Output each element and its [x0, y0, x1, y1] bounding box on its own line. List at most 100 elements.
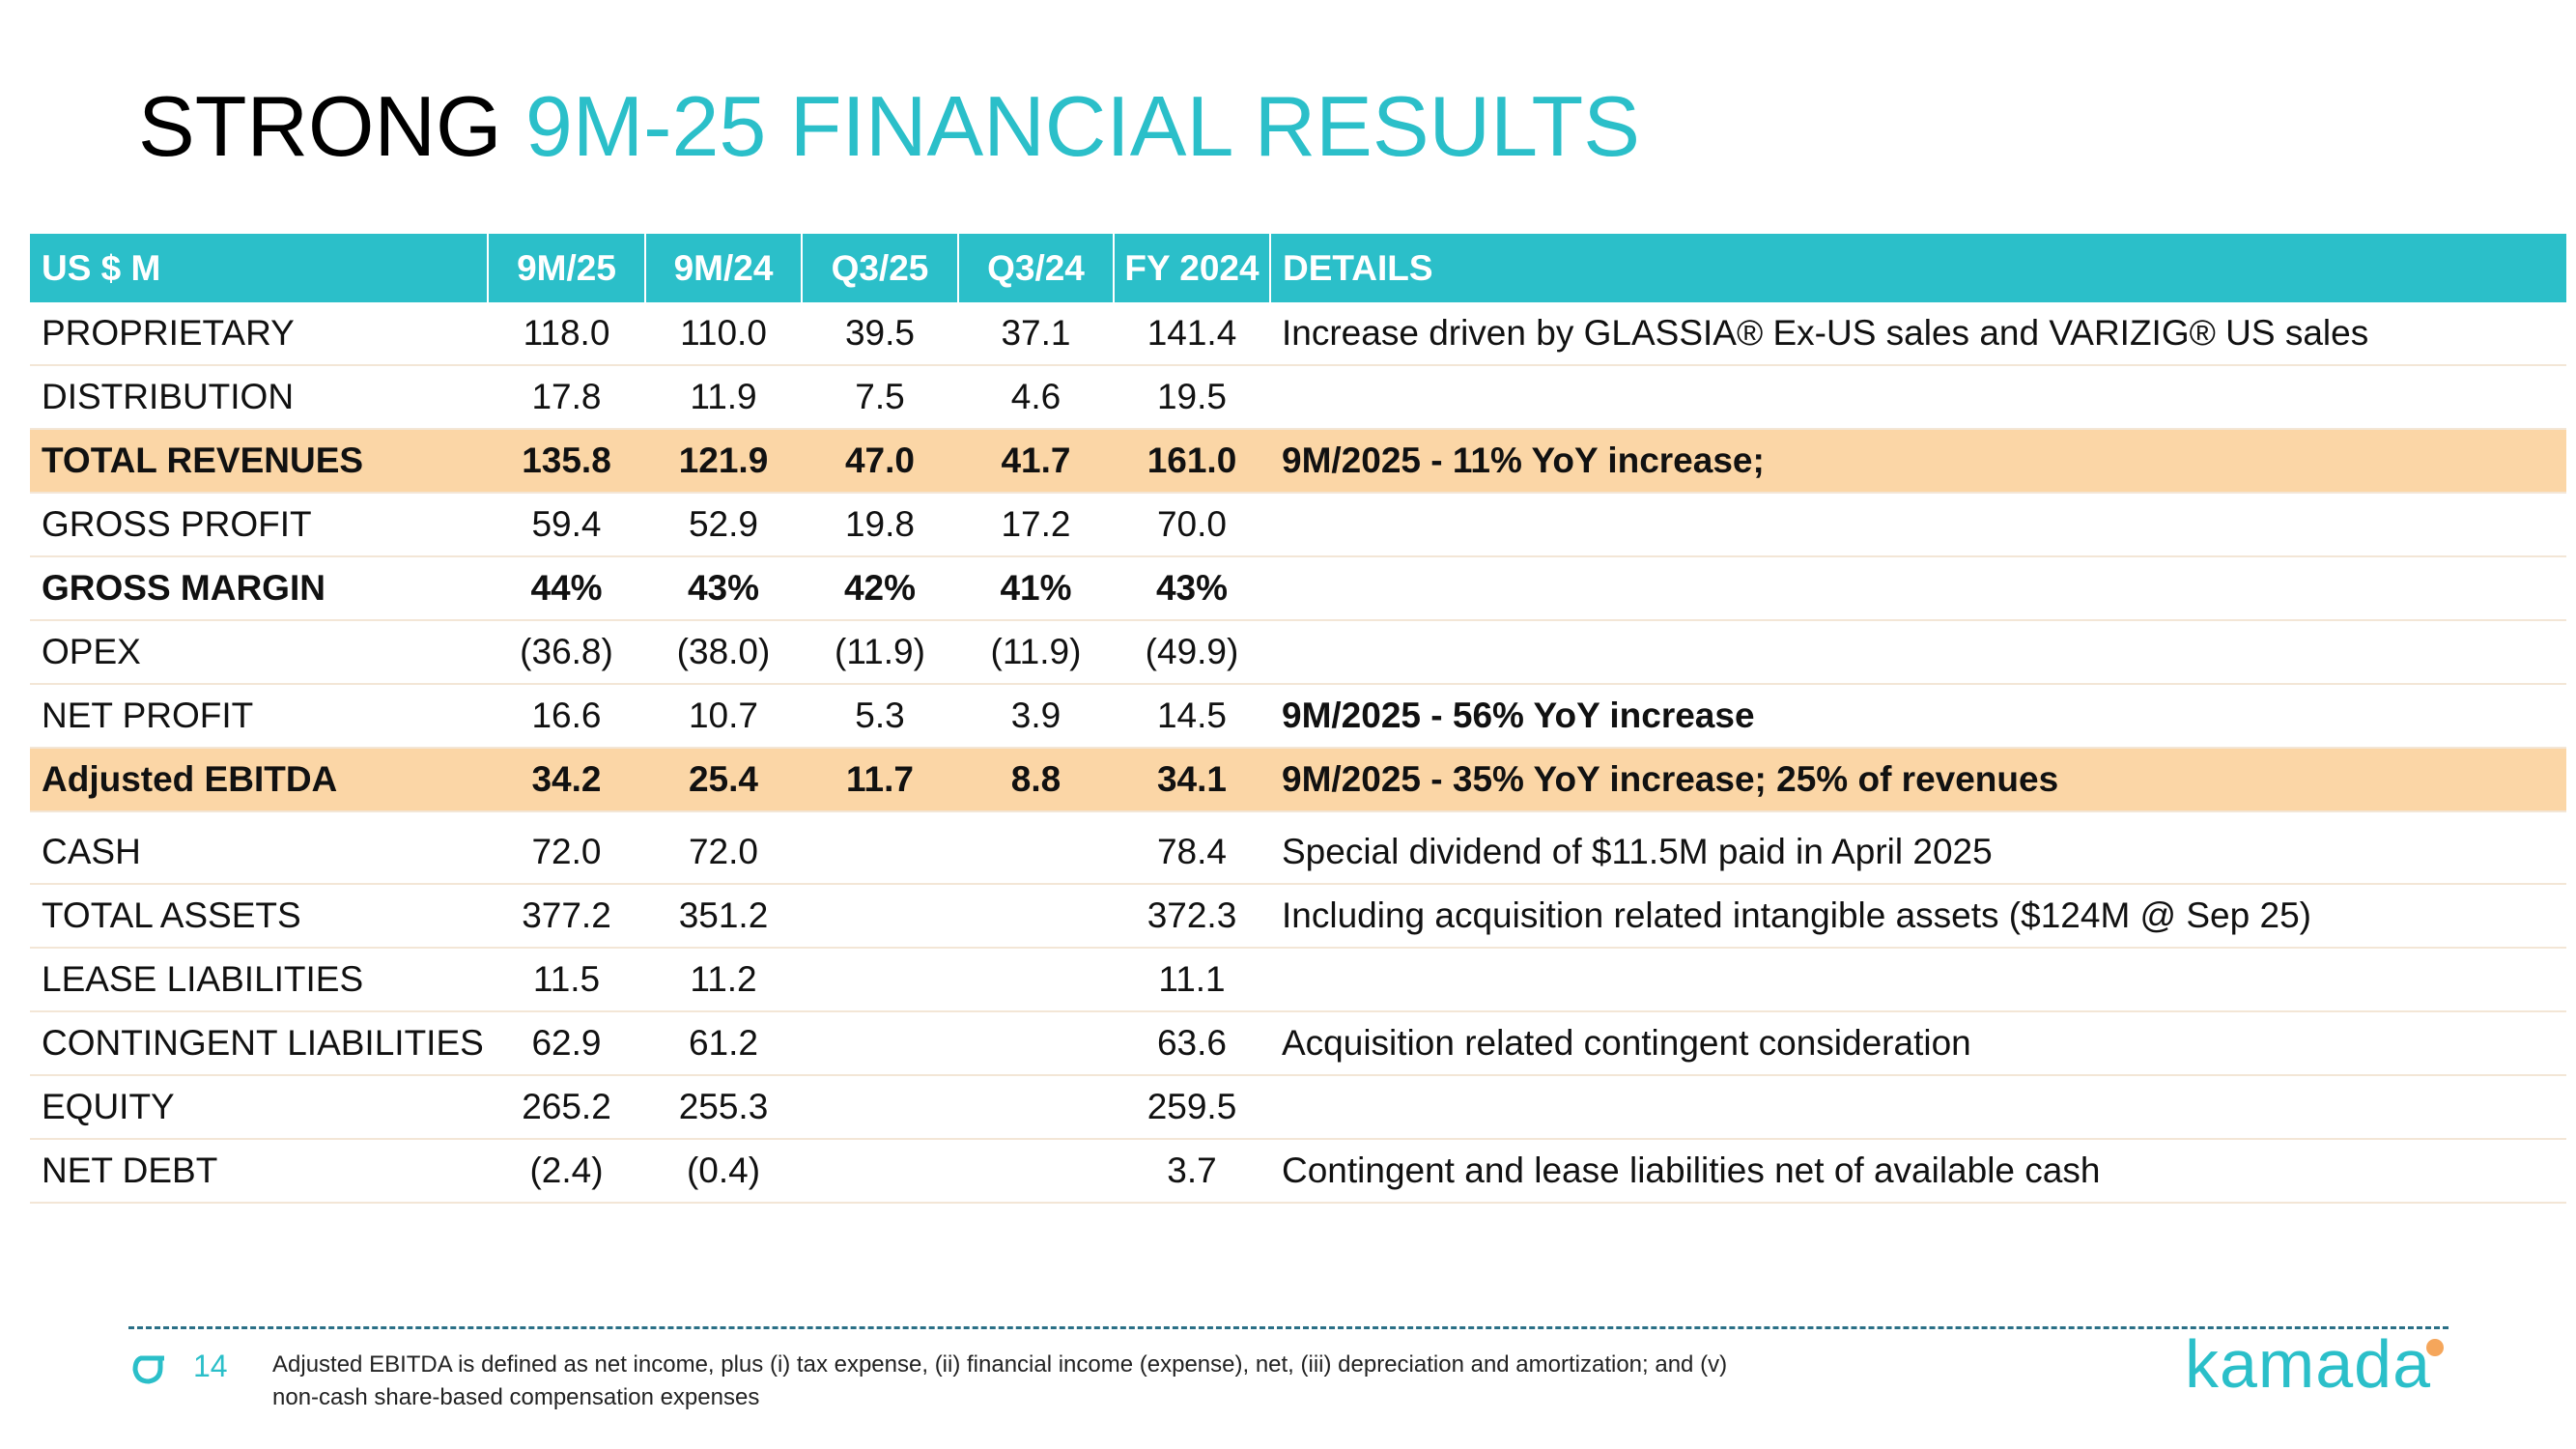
table-cell: PROPRIETARY — [30, 302, 488, 366]
table-cell: 44% — [488, 556, 645, 621]
table-cell — [958, 1011, 1114, 1076]
table-cell — [802, 821, 958, 885]
table-cell: 11.7 — [802, 748, 958, 812]
table-cell — [1270, 620, 2566, 685]
table-cell: LEASE LIABILITIES — [30, 948, 488, 1012]
table-cell: Contingent and lease liabilities net of … — [1270, 1139, 2566, 1204]
table-cell — [1270, 1075, 2566, 1140]
table-cell: 25.4 — [645, 748, 802, 812]
table-cell — [802, 1139, 958, 1204]
table-cell: 52.9 — [645, 493, 802, 557]
table-cell: TOTAL REVENUES — [30, 429, 488, 494]
header-cell: DETAILS — [1269, 234, 2566, 302]
table-cell: EQUITY — [30, 1075, 488, 1140]
table-cell: 19.5 — [1114, 365, 1270, 430]
table-cell — [802, 1011, 958, 1076]
logo: kamada — [2185, 1326, 2432, 1402]
table-row: LEASE LIABILITIES 11.5 11.2 11.1 — [30, 948, 2566, 1012]
table-cell — [958, 884, 1114, 949]
table-cell: 47.0 — [802, 429, 958, 494]
table-cell: (38.0) — [645, 620, 802, 685]
table-row: GROSS PROFIT 59.4 52.9 19.8 17.2 70.0 — [30, 493, 2566, 557]
table-cell: 9M/2025 - 11% YoY increase; — [1270, 429, 2566, 494]
table-row: Adjusted EBITDA 34.2 25.4 11.7 8.8 34.1 9M/202… — [30, 748, 2566, 812]
table-cell: 39.5 — [802, 302, 958, 366]
table-cell: CONTINGENT LIABILITIES — [30, 1011, 488, 1076]
table-row: NET DEBT (2.4) (0.4) 3.7 Contingent and leas… — [30, 1139, 2566, 1204]
title-lead: STRONG — [138, 78, 502, 174]
table-cell: 255.3 — [645, 1075, 802, 1140]
header-cell: 9M/24 — [644, 234, 802, 302]
table-cell: 41.7 — [958, 429, 1114, 494]
table-cell: 110.0 — [645, 302, 802, 366]
table-row: DISTRIBUTION 17.8 11.9 7.5 4.6 19.5 — [30, 365, 2566, 430]
table-cell — [802, 884, 958, 949]
header-cell: Q3/25 — [801, 234, 958, 302]
title-rest: 9M-25 FINANCIAL RESULTS — [524, 78, 1640, 174]
table-cell: 16.6 — [488, 684, 645, 749]
table-row: PROPRIETARY 118.0 110.0 39.5 37.1 141.4 Increa… — [30, 302, 2566, 366]
table-row: TOTAL REVENUES 135.8 121.9 47.0 41.7 161.0 9M/… — [30, 429, 2566, 494]
header-cell: US $ M — [30, 234, 488, 302]
table-cell: GROSS MARGIN — [30, 556, 488, 621]
table-row: NET PROFIT 16.6 10.7 5.3 3.9 14.5 9M/2025 - 56… — [30, 684, 2566, 749]
table-cell: 17.2 — [958, 493, 1114, 557]
table-cell: 135.8 — [488, 429, 645, 494]
table-cell — [1270, 365, 2566, 430]
table-cell: Acquisition related contingent considera… — [1270, 1011, 2566, 1076]
table-cell: 118.0 — [488, 302, 645, 366]
table-row: TOTAL ASSETS 377.2 351.2 372.3 Including acq… — [30, 884, 2566, 949]
page-number: 14 — [193, 1349, 228, 1383]
table-cell — [958, 1075, 1114, 1140]
table-cell: 372.3 — [1114, 884, 1270, 949]
table-cell: 5.3 — [802, 684, 958, 749]
table-cell — [958, 821, 1114, 885]
table-cell: 11.5 — [488, 948, 645, 1012]
table-cell: GROSS PROFIT — [30, 493, 488, 557]
table-cell: 61.2 — [645, 1011, 802, 1076]
table-cell: 121.9 — [645, 429, 802, 494]
table-cell: 59.4 — [488, 493, 645, 557]
header-cell: Q3/24 — [957, 234, 1114, 302]
logo-dot — [2426, 1339, 2444, 1356]
table-cell: 78.4 — [1114, 821, 1270, 885]
table-cell: Including acquisition related intangible… — [1270, 884, 2566, 949]
table-cell: NET DEBT — [30, 1139, 488, 1204]
table-cell: (11.9) — [802, 620, 958, 685]
table-cell: 41% — [958, 556, 1114, 621]
table-cell: 3.9 — [958, 684, 1114, 749]
table-cell: 72.0 — [488, 821, 645, 885]
table-cell — [802, 948, 958, 1012]
table-cell: 42% — [802, 556, 958, 621]
table-cell — [1270, 556, 2566, 621]
table-cell: 11.2 — [645, 948, 802, 1012]
header-cell: 9M/25 — [487, 234, 645, 302]
table-cell: OPEX — [30, 620, 488, 685]
header-row: US $ M 9M/25 9M/24 Q3/25 Q3/24 FY 2024 DETAILS — [30, 234, 2566, 302]
table-row: CASH 72.0 72.0 78.4 Special dividend of $11.… — [30, 821, 2566, 885]
header-cell: FY 2024 — [1113, 234, 1270, 302]
table-cell: 63.6 — [1114, 1011, 1270, 1076]
table-cell: 72.0 — [645, 821, 802, 885]
table-cell: 34.2 — [488, 748, 645, 812]
table-cell: 141.4 — [1114, 302, 1270, 366]
table-cell: 7.5 — [802, 365, 958, 430]
table-row: GROSS MARGIN 44% 43% 42% 41% 43% — [30, 556, 2566, 621]
table-cell: Increase driven by GLASSIA® Ex-US sales … — [1270, 302, 2566, 366]
table-cell: 265.2 — [488, 1075, 645, 1140]
table-cell: Special dividend of $11.5M paid in April… — [1270, 821, 2566, 885]
table-cell: 43% — [1114, 556, 1270, 621]
table-cell: 19.8 — [802, 493, 958, 557]
table-cell — [802, 1075, 958, 1140]
results-table: US $ M 9M/25 9M/24 Q3/25 Q3/24 FY 2024 DETAILS… — [30, 234, 2566, 812]
footnote: Adjusted EBITDA is defined as net income… — [272, 1349, 1727, 1414]
table-cell — [958, 1139, 1114, 1204]
table-cell: DISTRIBUTION — [30, 365, 488, 430]
icon — [132, 1355, 164, 1384]
table-cell: NET PROFIT — [30, 684, 488, 749]
table-cell: (0.4) — [645, 1139, 802, 1204]
table-cell: 43% — [645, 556, 802, 621]
table-cell: 9M/2025 - 56% YoY increase — [1270, 684, 2566, 749]
table-row: OPEX (36.8) (38.0) (11.9) (11.9) (49.9) — [30, 620, 2566, 685]
